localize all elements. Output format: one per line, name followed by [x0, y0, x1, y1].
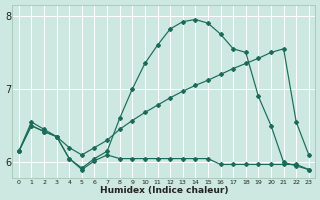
- X-axis label: Humidex (Indice chaleur): Humidex (Indice chaleur): [100, 186, 228, 195]
